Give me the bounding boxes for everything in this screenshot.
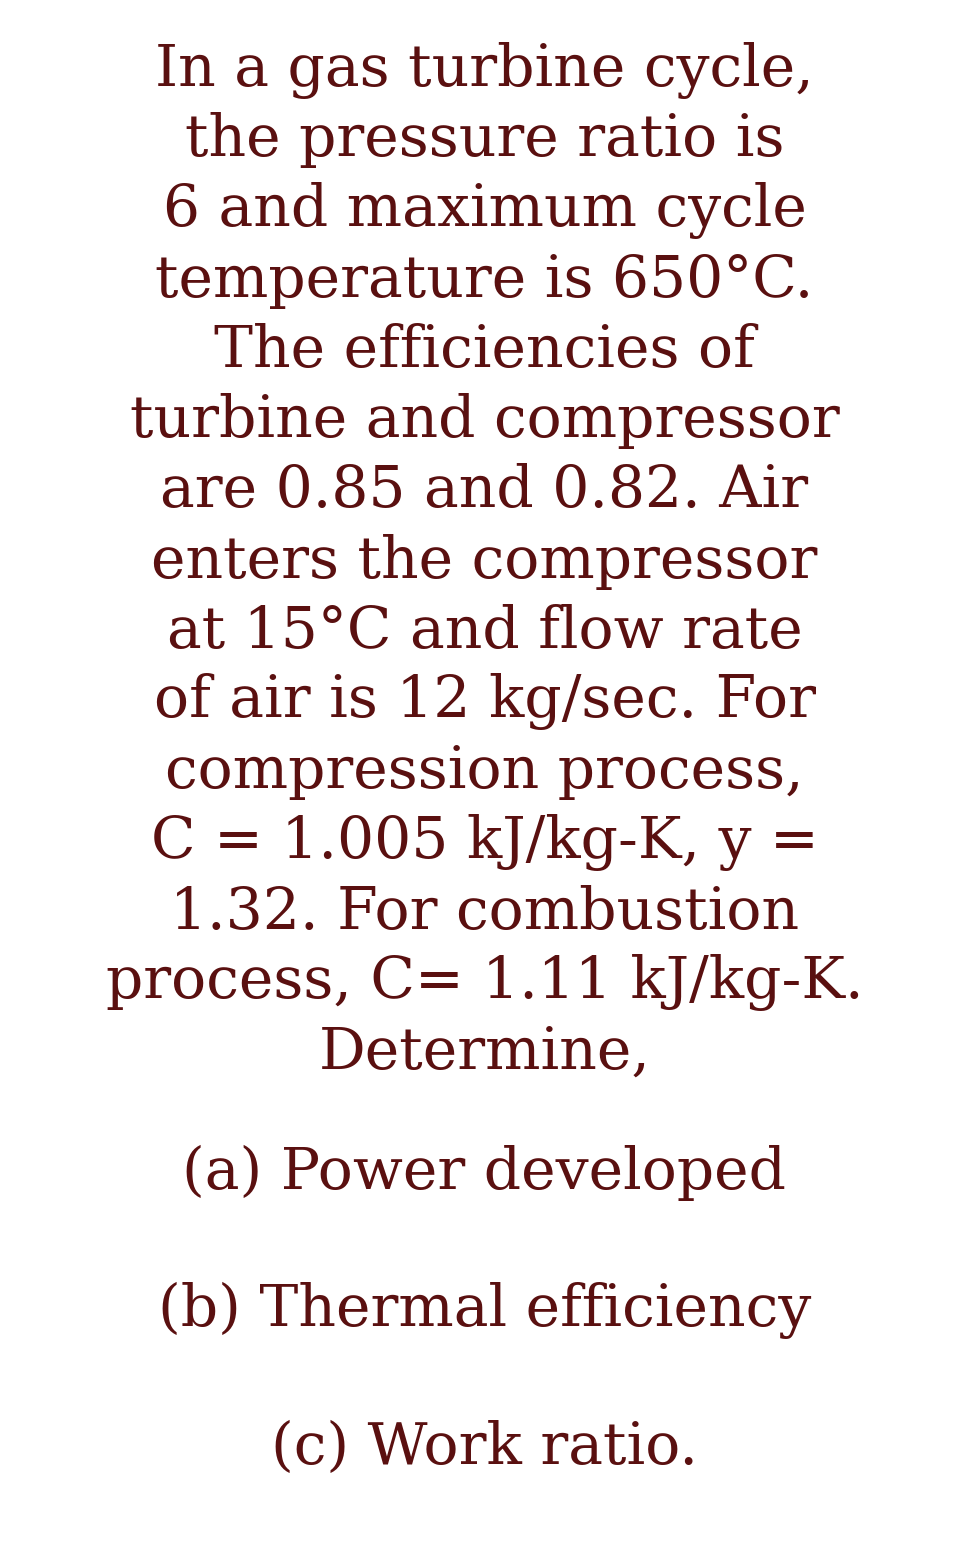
Text: process, C= 1.11 kJ/kg-K.: process, C= 1.11 kJ/kg-K.	[106, 955, 863, 1011]
Text: C = 1.005 kJ/kg-K, y =: C = 1.005 kJ/kg-K, y =	[150, 814, 819, 870]
Text: are 0.85 and 0.82. Air: are 0.85 and 0.82. Air	[161, 463, 808, 519]
Text: (b) Thermal efficiency: (b) Thermal efficiency	[158, 1282, 811, 1338]
Text: 6 and maximum cycle: 6 and maximum cycle	[163, 183, 806, 239]
Text: at 15°C and flow rate: at 15°C and flow rate	[167, 604, 802, 660]
Text: (c) Work ratio.: (c) Work ratio.	[271, 1420, 698, 1476]
Text: compression process,: compression process,	[165, 744, 804, 800]
Text: The efficiencies of: The efficiencies of	[214, 323, 755, 379]
Text: 1.32. For combustion: 1.32. For combustion	[170, 885, 799, 941]
Text: In a gas turbine cycle,: In a gas turbine cycle,	[155, 42, 814, 98]
Text: of air is 12 kg/sec. For: of air is 12 kg/sec. For	[153, 674, 816, 730]
Text: Determine,: Determine,	[319, 1025, 650, 1081]
Text: (a) Power developed: (a) Power developed	[182, 1145, 787, 1201]
Text: enters the compressor: enters the compressor	[151, 534, 818, 590]
Text: turbine and compressor: turbine and compressor	[130, 393, 839, 449]
Text: the pressure ratio is: the pressure ratio is	[185, 112, 784, 168]
Text: temperature is 650°C.: temperature is 650°C.	[155, 253, 814, 309]
